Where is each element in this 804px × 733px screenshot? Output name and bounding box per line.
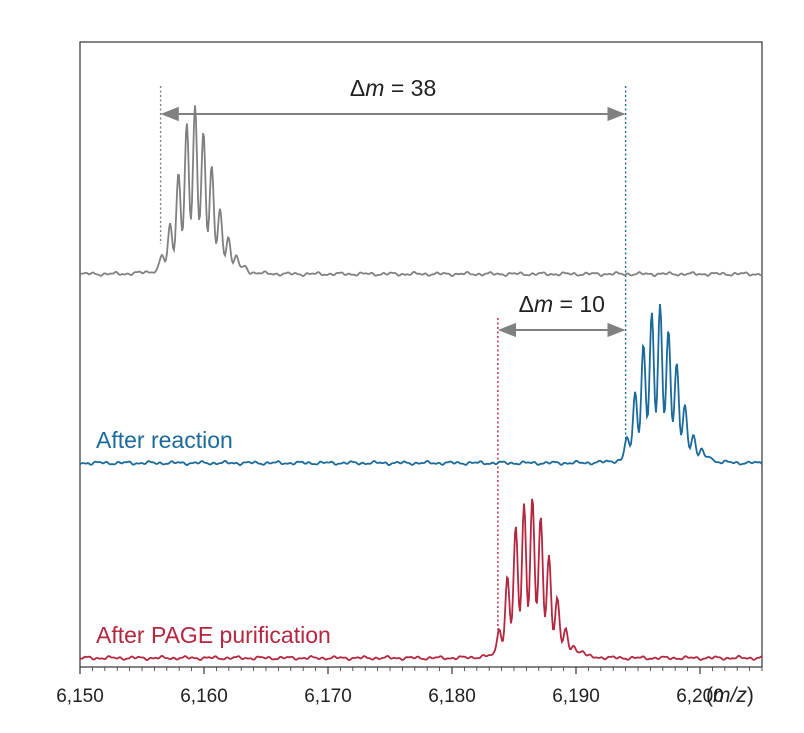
x-axis: 6,150 6,160 6,170 6,180 6,190 6,200(m/z)	[56, 667, 763, 707]
x-axis-label: (m/z)	[706, 684, 754, 707]
x-tick-label: 6,170	[304, 686, 352, 707]
x-tick-label: 6,190	[552, 686, 600, 707]
x-tick-label: 6,200	[676, 686, 724, 707]
series-line-top	[79, 105, 763, 278]
series-labels: After reaction After PAGE purification	[96, 427, 331, 648]
delta-label-1: Δm = 38	[350, 75, 436, 101]
series-label-middle: After reaction	[96, 427, 233, 453]
series-layer	[79, 105, 763, 662]
x-tick-label: 6,180	[428, 686, 476, 707]
x-tick-label: 6,150	[56, 686, 104, 707]
series-line-middle	[79, 304, 763, 467]
delta-label-2: Δm = 10	[519, 291, 605, 317]
reference-lines	[159, 86, 627, 632]
series-label-bottom: After PAGE purification	[96, 622, 331, 648]
x-tick-label: 6,160	[180, 686, 228, 707]
series-line-bottom	[79, 498, 763, 662]
plot-frame	[79, 41, 763, 668]
annotation-layer: Δm = 38 Δm = 10	[160, 75, 626, 338]
